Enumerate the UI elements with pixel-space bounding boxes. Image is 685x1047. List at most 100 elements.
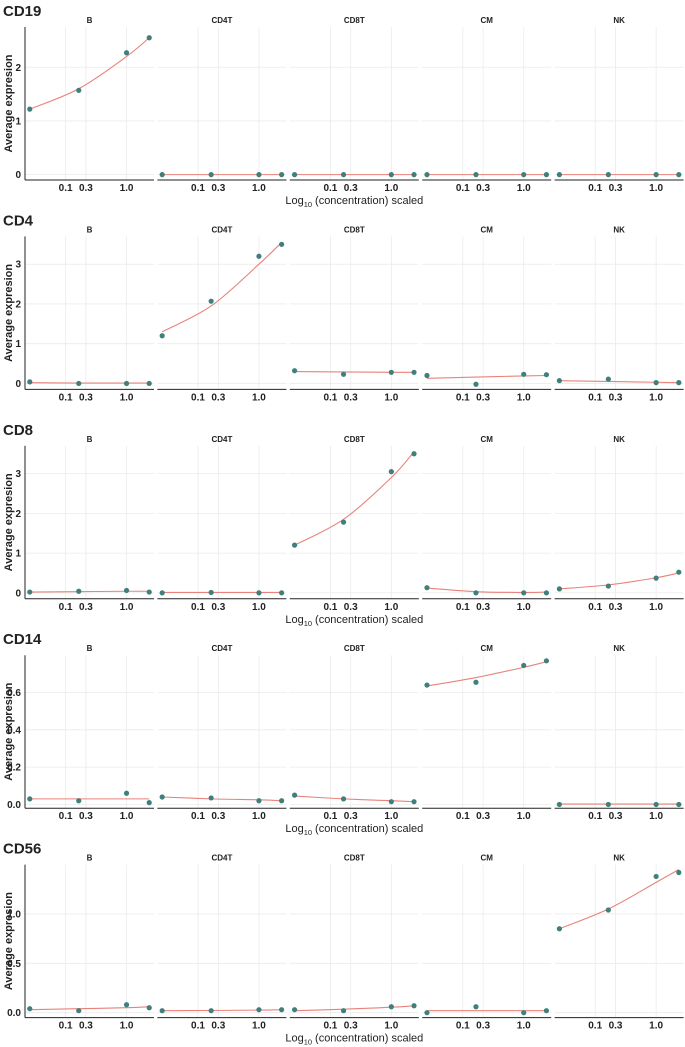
data-point bbox=[556, 926, 562, 932]
data-point bbox=[556, 172, 562, 178]
x-tick-label: 1.0 bbox=[120, 602, 134, 613]
data-point bbox=[291, 792, 298, 798]
fit-line bbox=[29, 1006, 150, 1011]
x-tick-label: 0.1 bbox=[323, 811, 337, 822]
data-point bbox=[653, 380, 659, 386]
facet-label: CD4T bbox=[211, 854, 232, 863]
x-tick-label: 0.3 bbox=[609, 183, 623, 194]
fit-line bbox=[29, 590, 150, 593]
data-point bbox=[388, 799, 394, 805]
x-tick-label: 0.3 bbox=[476, 183, 490, 194]
data-point bbox=[279, 798, 285, 804]
x-tick-label: 1.0 bbox=[649, 392, 663, 403]
row-title: CD19 bbox=[3, 3, 41, 20]
data-point bbox=[340, 172, 347, 178]
x-tick-label: 0.3 bbox=[476, 602, 490, 613]
data-point bbox=[676, 801, 682, 808]
y-tick-label: 0.5 bbox=[7, 959, 21, 970]
x-tick-label: 0.1 bbox=[588, 392, 602, 403]
data-point bbox=[279, 590, 285, 596]
x-tick-label: 0.1 bbox=[456, 392, 470, 403]
facet-label: CM bbox=[480, 16, 493, 25]
x-tick-label: 0.1 bbox=[323, 602, 337, 613]
data-point bbox=[543, 172, 550, 178]
y-tick-label: 0 bbox=[15, 588, 21, 599]
facet-label: CD8T bbox=[344, 435, 365, 444]
data-point bbox=[291, 542, 298, 548]
data-point bbox=[123, 1002, 130, 1008]
fit-line bbox=[162, 796, 282, 802]
data-point bbox=[76, 87, 82, 93]
x-tick-label: 0.1 bbox=[191, 1021, 205, 1032]
x-tick-label: 1.0 bbox=[649, 602, 663, 613]
x-tick-label: 0.1 bbox=[191, 811, 205, 822]
x-tick-label: 1.0 bbox=[517, 392, 531, 403]
data-point bbox=[676, 380, 682, 386]
data-point bbox=[208, 795, 214, 801]
row-title: CD4 bbox=[3, 212, 34, 229]
facet-label: CM bbox=[480, 644, 493, 653]
data-point bbox=[256, 172, 262, 178]
data-point bbox=[123, 380, 130, 387]
x-tick-label: 1.0 bbox=[120, 183, 134, 194]
y-tick-label: 0 bbox=[15, 379, 21, 390]
x-tick-label: 0.3 bbox=[79, 183, 93, 194]
x-tick-label: 0.1 bbox=[59, 811, 73, 822]
fit-line bbox=[161, 241, 283, 333]
fit-line bbox=[294, 370, 415, 373]
x-tick-label: 0.3 bbox=[211, 811, 225, 822]
data-point bbox=[159, 590, 165, 596]
data-point bbox=[473, 1004, 479, 1010]
facet-label: B bbox=[87, 225, 93, 234]
facet-label: CM bbox=[480, 435, 493, 444]
data-point bbox=[123, 587, 130, 594]
x-tick-label: 0.1 bbox=[588, 183, 602, 194]
x-tick-label: 0.1 bbox=[456, 1021, 470, 1032]
data-point bbox=[27, 589, 33, 595]
fit-line bbox=[426, 661, 547, 687]
data-point bbox=[521, 590, 527, 596]
y-tick-label: 0.4 bbox=[7, 725, 21, 736]
data-point bbox=[388, 469, 394, 475]
data-point bbox=[123, 790, 130, 796]
facet-label: CD8T bbox=[344, 16, 365, 25]
x-tick-label: 0.3 bbox=[609, 602, 623, 613]
x-tick-label: 0.1 bbox=[456, 602, 470, 613]
x-tick-label: 1.0 bbox=[517, 602, 531, 613]
data-point bbox=[256, 798, 262, 804]
facet-label: CD8T bbox=[344, 644, 365, 653]
data-point bbox=[411, 451, 417, 457]
fit-line bbox=[559, 869, 680, 930]
y-tick-label: 0.6 bbox=[7, 688, 21, 699]
y-tick-label: 2 bbox=[15, 299, 21, 310]
x-label-rest: (concentration) scaled bbox=[315, 1033, 423, 1045]
y-tick-label: 1 bbox=[15, 116, 21, 127]
y-tick-label: 2 bbox=[15, 63, 21, 74]
data-point bbox=[388, 1004, 394, 1010]
x-tick-label: 1.0 bbox=[517, 183, 531, 194]
fit-line bbox=[294, 795, 415, 803]
x-tick-label: 0.3 bbox=[344, 183, 358, 194]
data-point bbox=[123, 50, 130, 56]
facet-label: CD8T bbox=[344, 225, 365, 234]
data-point bbox=[27, 379, 33, 385]
data-point bbox=[340, 371, 347, 377]
x-tick-label: 0.1 bbox=[59, 392, 73, 403]
x-tick-label: 0.1 bbox=[191, 183, 205, 194]
data-point bbox=[208, 1008, 214, 1014]
y-axis-label: Average expresion bbox=[3, 54, 15, 152]
y-tick-label: 3 bbox=[15, 469, 21, 480]
x-label-subscript: 10 bbox=[304, 828, 312, 837]
facet-label: CD4T bbox=[211, 225, 232, 234]
data-point bbox=[159, 172, 165, 178]
x-label-rest: (concentration) scaled bbox=[315, 614, 423, 626]
facet-label: CM bbox=[480, 225, 493, 234]
data-point bbox=[208, 172, 214, 178]
x-tick-label: 1.0 bbox=[384, 1021, 398, 1032]
data-point bbox=[146, 589, 152, 595]
data-point bbox=[653, 801, 659, 808]
data-point bbox=[76, 1008, 82, 1014]
x-label-subscript: 10 bbox=[304, 619, 312, 628]
facet-label: CD4T bbox=[211, 16, 232, 25]
